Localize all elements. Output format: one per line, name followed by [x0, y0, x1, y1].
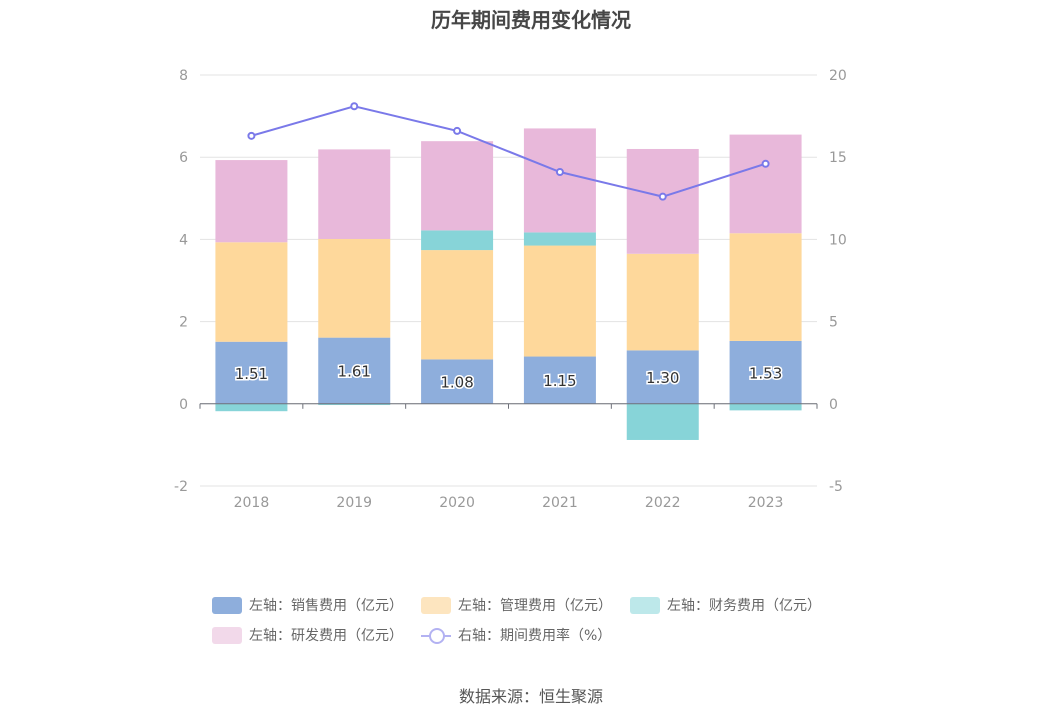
bar-s3-2019 [318, 149, 391, 239]
rate-point-2022 [658, 192, 667, 201]
x-tick-label-2023: 2023 [748, 495, 784, 511]
y-left-tick-label: 4 [179, 232, 188, 248]
bar-s2-2019 [318, 403, 391, 406]
legend-swatch-finance [630, 596, 660, 614]
legend-label-admin: 左轴：管理费用（亿元） [458, 598, 612, 614]
data-label-sales-2022: 1.30 [646, 369, 679, 387]
legend-row-2: 左轴：研发费用（亿元） 右轴：期间费用率（%） [212, 620, 872, 650]
data-label-sales-2019: 1.61 [338, 363, 371, 381]
bar-s0-2023 [729, 340, 802, 404]
bar-s2-2020 [421, 230, 494, 251]
data-label-sales-2023: 1.53 [749, 364, 782, 382]
y-right-tick-label: 15 [829, 150, 847, 166]
legend-row-1: 左轴：销售费用（亿元） 左轴：管理费用（亿元） 左轴：财务费用（亿元） [212, 590, 872, 620]
rate-point-2018 [247, 131, 256, 140]
data-label-sales-2018: 1.51 [235, 365, 268, 383]
bar-s2-2022 [626, 403, 699, 440]
bar-s2-2021 [523, 232, 596, 246]
data-labels: 1.51 1.61 1.08 1.15 1.30 1.53 [233, 361, 784, 393]
axes: -2 0 2 4 6 8 -5 0 5 10 15 20 2018 2019 2020 2021 2022 202… [174, 68, 847, 511]
rate-point-2020 [453, 126, 462, 135]
bar-s3-2020 [421, 141, 494, 231]
bar-s1-2018 [215, 242, 288, 342]
legend: 左轴：销售费用（亿元） 左轴：管理费用（亿元） 左轴：财务费用（亿元） 左轴：研… [212, 590, 872, 650]
data-source: 数据来源：恒生聚源 [458, 687, 603, 706]
bar-s3-2021 [523, 128, 596, 233]
legend-swatch-admin [421, 596, 451, 614]
y-right-tick-label: 20 [829, 68, 847, 84]
bar-s0-2018 [215, 341, 288, 404]
x-tick-label-2020: 2020 [439, 495, 475, 511]
bar-s3-2023 [729, 134, 802, 234]
data-label-sales-2021: 1.15 [543, 372, 576, 390]
expense-chart: -2 0 2 4 6 8 -5 0 5 10 15 20 2018 2019 2020 2021 2022 202… [174, 68, 847, 511]
bar-s3-2022 [626, 148, 699, 254]
bar-s0-2020 [421, 359, 494, 404]
x-tick-label-2022: 2022 [645, 495, 681, 511]
y-left-tick-label: 0 [179, 397, 188, 413]
rate-point-2021 [555, 167, 564, 176]
legend-swatch-sales [212, 596, 242, 614]
bar-s1-2020 [421, 250, 494, 360]
y-right-tick-label: 10 [829, 232, 847, 248]
legend-swatch-rnd [212, 626, 242, 644]
rate-line-series [247, 102, 770, 201]
chart-title: 历年期间费用变化情况 [431, 8, 631, 32]
x-tick-label-2018: 2018 [234, 495, 270, 511]
legend-item-admin[interactable]: 左轴：管理费用（亿元） [421, 595, 612, 615]
y-left-tick-label: 6 [179, 150, 188, 166]
rate-line [251, 105, 766, 198]
bar-s0-2022 [626, 350, 699, 404]
y-left-tick-label: -2 [174, 479, 188, 495]
legend-item-rate[interactable]: 右轴：期间费用率（%） [421, 625, 611, 645]
legend-label-rnd: 左轴：研发费用（亿元） [249, 628, 403, 644]
bar-s2-2018 [215, 403, 288, 412]
legend-item-rnd[interactable]: 左轴：研发费用（亿元） [212, 625, 403, 645]
legend-item-finance[interactable]: 左轴：财务费用（亿元） [630, 595, 821, 615]
bar-s0-2019 [318, 337, 391, 404]
bar-s3-2018 [215, 160, 288, 243]
y-right-tick-label: -5 [829, 479, 843, 495]
data-label-sales-2020: 1.08 [440, 374, 473, 392]
rate-point-2023 [761, 159, 770, 168]
legend-line-marker-icon [421, 627, 451, 644]
bar-s1-2019 [318, 238, 391, 338]
bar-s2-2023 [729, 403, 802, 411]
y-left-tick-label: 2 [179, 315, 188, 331]
legend-label-sales: 左轴：销售费用（亿元） [249, 598, 403, 614]
rate-point-2019 [350, 102, 359, 111]
gridlines [200, 74, 817, 487]
legend-label-rate: 右轴：期间费用率（%） [458, 628, 612, 644]
x-tick-label-2021: 2021 [542, 495, 578, 511]
legend-label-finance: 左轴：财务费用（亿元） [667, 598, 821, 614]
legend-item-sales[interactable]: 左轴：销售费用（亿元） [212, 595, 403, 615]
bar-series [215, 128, 802, 440]
y-right-tick-label: 5 [829, 315, 838, 331]
y-left-tick-label: 8 [179, 68, 188, 84]
bar-s1-2021 [523, 245, 596, 357]
x-tick-label-2019: 2019 [336, 495, 372, 511]
bar-s1-2022 [626, 253, 699, 351]
bar-s0-2021 [523, 356, 596, 404]
y-right-tick-label: 0 [829, 397, 838, 413]
bar-s1-2023 [729, 233, 802, 341]
